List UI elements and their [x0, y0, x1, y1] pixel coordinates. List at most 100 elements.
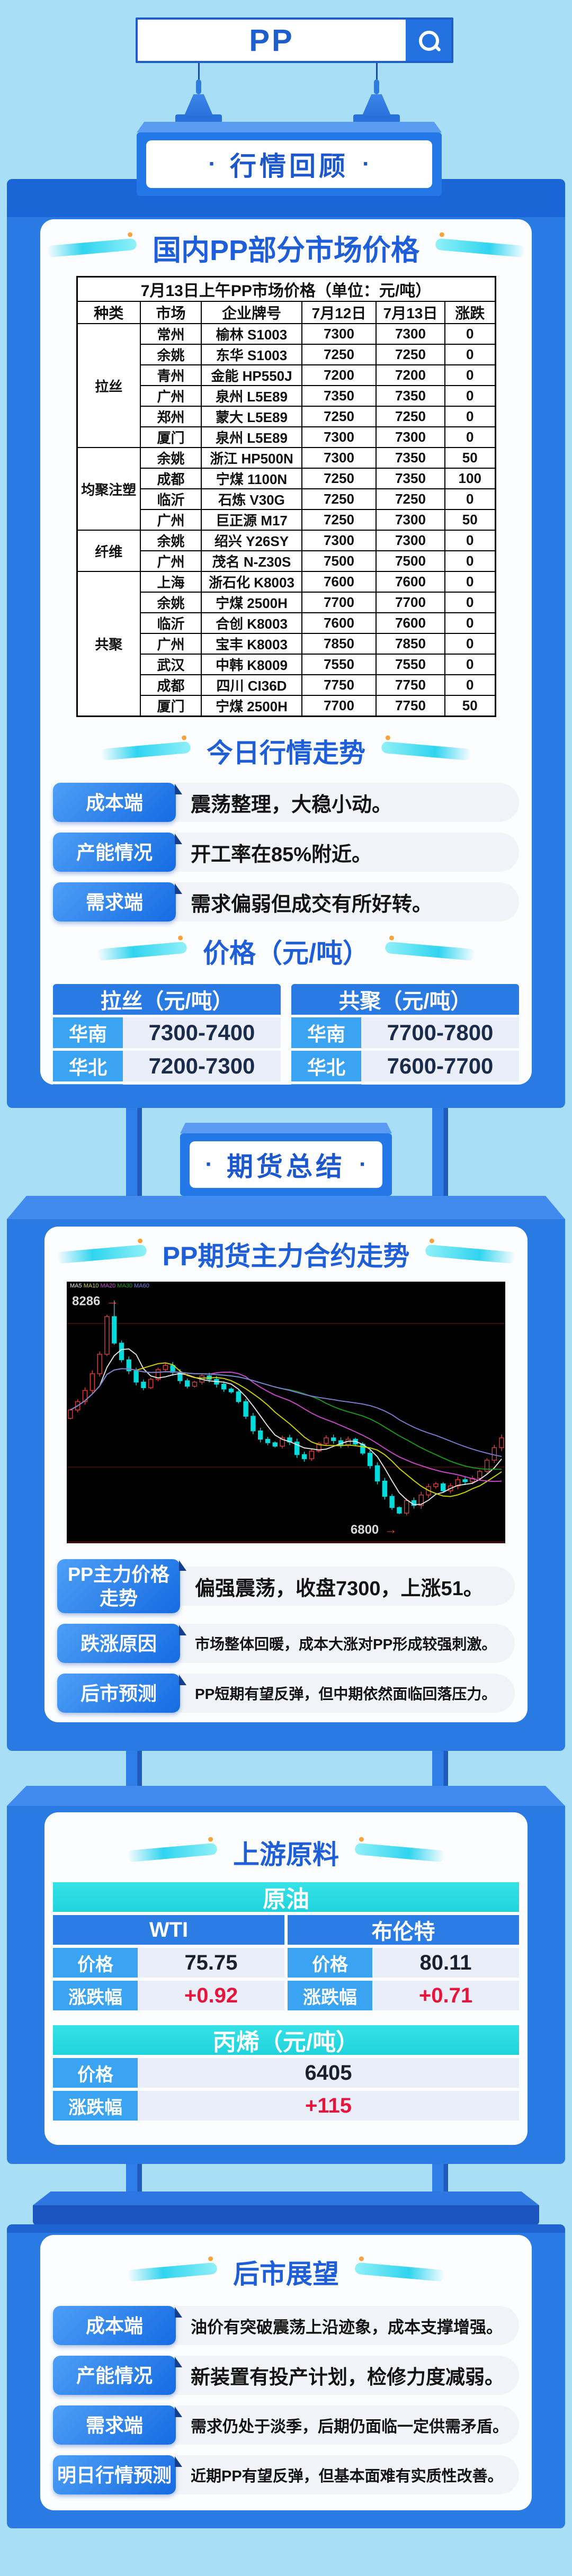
- market-review-panel: 国内PP部分市场价格 7月13日上午PP市场价格（单位：元/吨） 种类 市场 企业牌号…: [40, 219, 532, 1085]
- table-header-cell: 7月13日: [376, 301, 445, 324]
- sign-futures-summary: · 期货总结 ·: [180, 1123, 392, 1196]
- table-cell: 7350: [301, 385, 377, 407]
- table-cell: 7550: [301, 654, 377, 675]
- pedestal-top: [33, 2192, 539, 2205]
- table-row: 广州 巨正源 M17 7250 7300 50: [77, 509, 496, 531]
- table-cell: 0: [444, 571, 496, 593]
- sign-bullet: ·: [359, 1151, 367, 1177]
- propylene-price: 6405: [138, 2058, 519, 2088]
- region-price-value: 7600-7700: [361, 1051, 519, 1081]
- table-cell: 蒙大 L5E89: [201, 406, 302, 427]
- table-header-cell: 市场: [140, 301, 202, 324]
- candlestick-chart: 8286 → 6800 → MA5 MA10 MA20 MA30 MA60: [67, 1282, 505, 1543]
- comet-decoration-icon: [354, 2262, 445, 2282]
- sign-text: 行情回顾: [230, 151, 348, 181]
- label-chip: 跌涨原因: [57, 1624, 186, 1663]
- info-bubble-text: PP短期有望反弹，但中期依然面临回落压力。: [195, 1686, 497, 1702]
- info-bubble: PP短期有望反弹，但中期依然面临回落压力。: [174, 1674, 515, 1713]
- svg-text:8286: 8286: [72, 1294, 100, 1308]
- table-cell: 7200: [376, 364, 445, 386]
- table-cell: 7600: [376, 612, 445, 634]
- table-row: 共聚 上海 浙石化 K8003 7600 7600 0: [76, 571, 496, 717]
- upstream-board: 上游原料 原油 WTI 价格 75.75 涨跌幅 +0.92: [7, 1786, 565, 2164]
- label-chip: 成本端: [53, 2306, 182, 2345]
- table-cell: 100: [444, 468, 496, 489]
- comet-decoration-icon: [354, 1842, 445, 1863]
- region-price-row: 华北 7600-7700: [291, 1051, 519, 1081]
- table-row: 纤维 余姚 绍兴 Y26SY 7300 7300 0: [76, 530, 496, 572]
- info-bubble-text: 油价有突破震荡上沿迹象，成本支撑增强。: [191, 2318, 503, 2337]
- table-cell: 7300: [376, 509, 445, 531]
- info-bubble-text: 市场整体回暖，成本大涨对PP形成较强刺激。: [195, 1636, 497, 1652]
- table-cell: 7300: [301, 323, 377, 345]
- table-header-cell: 种类: [76, 301, 141, 324]
- table-row: 广州 宝丰 K8003 7850 7850 0: [77, 633, 496, 655]
- table-cell: 石炼 V30G: [201, 488, 302, 510]
- label-chip-text: 成本端: [85, 791, 143, 813]
- info-bubble-text: 偏强震荡，收盘7300，上涨51。: [195, 1577, 484, 1600]
- label-chip-text: 后市预测: [80, 1682, 157, 1704]
- table-row: 厦门 泉州 L5E89 7300 7300 0: [77, 426, 496, 448]
- info-bubble: 油价有突破震荡上沿迹象，成本支撑增强。: [169, 2306, 519, 2345]
- table-cell: 浙江 HP500N: [201, 447, 302, 469]
- info-row: 成本端 油价有突破震荡上沿迹象，成本支撑增强。: [53, 2306, 519, 2345]
- label-chip-text: 需求端: [85, 2414, 143, 2436]
- pedestal-front: [33, 2205, 539, 2225]
- table-cell: 7300: [301, 426, 377, 448]
- table-cell: 成都: [140, 468, 202, 489]
- table-cell: 0: [444, 344, 496, 365]
- region-price-row: 华南 7300-7400: [53, 1017, 281, 1048]
- table-cell: 0: [444, 674, 496, 696]
- propylene-header: 丙烯（元/吨）: [53, 2025, 519, 2055]
- label-chip-text: 成本端: [85, 2314, 143, 2337]
- outlook-board: 后市展望 成本端 油价有突破震荡上沿迹象，成本支撑增强。 产能情况 新装置有投产计划，…: [7, 2224, 565, 2528]
- table-cell: 7750: [301, 674, 377, 696]
- table-cell: 0: [444, 426, 496, 448]
- search-button[interactable]: [406, 20, 451, 61]
- table-cell: 7250: [301, 406, 377, 427]
- comet-decoration-icon: [96, 941, 187, 961]
- comet-decoration-icon: [385, 941, 476, 961]
- label-chip: 产能情况: [53, 2356, 182, 2395]
- outlook-panel: 后市展望 成本端 油价有突破震荡上沿迹象，成本支撑增强。 产能情况 新装置有投产计划，…: [40, 2235, 532, 2510]
- today-trend-rows: 成本端 震荡整理，大稳小动。 产能情况 开工率在85%附近。 需求端 需求偏弱但成交有所好…: [53, 783, 519, 922]
- search-query[interactable]: PP: [249, 23, 294, 58]
- label-chip-text: 产能情况: [76, 841, 153, 863]
- table-title: 7月13日上午PP市场价格（单位：元/吨）: [76, 276, 496, 302]
- table-cell: 茂名 N-Z30S: [201, 550, 302, 572]
- region-label: 华东: [53, 1084, 123, 1085]
- label-chip-text: 需求端: [85, 891, 143, 913]
- table-cell: 7600: [301, 612, 377, 634]
- table-cell: 郑州: [140, 406, 202, 427]
- region-price-tables: 拉丝（元/吨）华南7300-7400华北7200-7300华东7250-7350…: [53, 984, 519, 1085]
- table-cell: 50: [444, 695, 496, 717]
- brent-header: 布伦特: [288, 1915, 519, 1945]
- search-bar[interactable]: PP: [136, 17, 453, 63]
- section-title-futures-chart: PP期货主力合约走势: [162, 1241, 410, 1271]
- table-cell: 7250: [376, 488, 445, 510]
- label-chip: 后市预测: [57, 1674, 186, 1713]
- table-cell: 广州: [140, 385, 202, 407]
- comet-decoration-icon: [127, 2262, 218, 2282]
- info-row: PP主力价格走势 偏强震荡，收盘7300，上涨51。: [57, 1559, 515, 1613]
- table-cell: 广州: [140, 509, 202, 531]
- table-header-cell: 企业牌号: [201, 301, 302, 324]
- table-row: 郑州 蒙大 L5E89 7250 7250 0: [77, 406, 496, 427]
- table-cell: 7500: [376, 550, 445, 572]
- svg-text:→: →: [385, 1523, 397, 1537]
- info-bubble: 偏强震荡，收盘7300，上涨51。: [174, 1567, 515, 1606]
- label-chip: 成本端: [53, 783, 182, 822]
- table-cell: 7250: [301, 509, 377, 531]
- label-chip: 明日行情预测: [53, 2455, 182, 2494]
- table-row: 广州 泉州 L5E89 7350 7350 0: [77, 385, 496, 407]
- info-bubble: 新装置有投产计划，检修力度减弱。: [169, 2356, 519, 2395]
- table-cell: 7350: [376, 385, 445, 407]
- table-cell: 0: [444, 592, 496, 613]
- svg-text:→: →: [106, 1294, 119, 1308]
- table-cell: 宁煤 2500H: [201, 695, 302, 717]
- info-bubble-text: 需求仍处于淡季，后期仍面临一定供需矛盾。: [191, 2418, 508, 2436]
- info-bubble-text: 近期PP有望反弹，但基本面难有实质性改善。: [191, 2468, 503, 2485]
- table-cell: 金能 HP550J: [201, 364, 302, 386]
